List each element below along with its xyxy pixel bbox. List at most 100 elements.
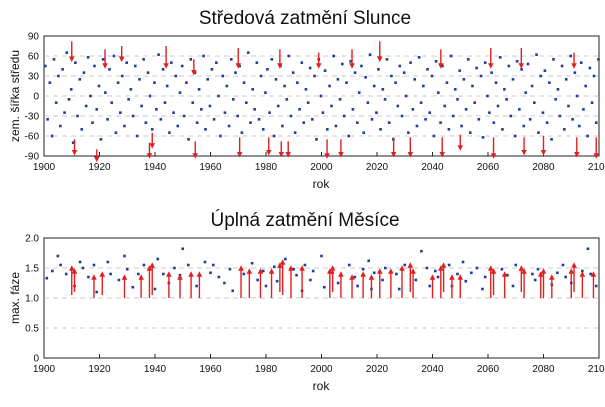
y-tick-labels: 0 0.5 1.0 1.5 2.0 (25, 234, 39, 365)
data-point (475, 66, 478, 70)
x-tick-labels: 1900 1920 1940 1960 1980 2000 2020 2040 2060 2080… (33, 162, 605, 173)
data-point (168, 131, 171, 134)
data-point (402, 71, 406, 74)
data-point (488, 111, 491, 114)
data-point (87, 275, 90, 279)
data-point (227, 124, 231, 128)
data-point (285, 98, 289, 101)
data-point (573, 71, 577, 74)
x-tick-label: 1960 (199, 364, 222, 375)
x-tick-label: 2020 (366, 162, 389, 173)
x-tick-label: 2060 (477, 364, 500, 375)
data-point (221, 74, 225, 78)
data-point (372, 271, 376, 275)
data-point (481, 287, 484, 291)
data-point (182, 114, 186, 118)
data-point (443, 104, 447, 108)
data-point (364, 76, 367, 79)
data-point (481, 136, 485, 139)
data-point (483, 61, 487, 64)
data-point (89, 94, 92, 98)
data-point (456, 272, 459, 276)
data-point (366, 101, 370, 104)
data-point (273, 265, 276, 269)
x-tick-label: 2080 (532, 364, 555, 375)
data-point (372, 84, 376, 88)
data-point (545, 121, 549, 124)
data-point (311, 269, 315, 273)
data-point (223, 111, 227, 114)
data-point (425, 266, 429, 270)
data-point (453, 88, 457, 91)
data-point (505, 98, 508, 101)
data-point (204, 128, 207, 131)
data-point (255, 61, 259, 64)
data-point (554, 98, 558, 101)
data-point (231, 289, 234, 293)
data-point (48, 81, 52, 84)
data-point (61, 68, 64, 71)
data-point (178, 91, 182, 94)
x-tick-label: 1920 (88, 364, 111, 375)
data-point (253, 108, 256, 111)
data-point (78, 78, 82, 81)
data-point (563, 128, 566, 131)
y-tick-label: 0 (33, 92, 39, 103)
data-point (51, 269, 54, 273)
data-point (477, 118, 481, 121)
data-point (308, 66, 312, 70)
data-point (155, 108, 158, 111)
data-point (522, 124, 526, 128)
data-point (293, 131, 297, 134)
data-point (400, 114, 404, 118)
data-point (270, 58, 274, 61)
lunar-eclipse-chart: Úplná zatmění Měsíce 1900 1920 1940 1960 198… (8, 209, 605, 393)
x-tick-label: 1940 (144, 162, 167, 173)
data-point (272, 134, 276, 138)
data-point (268, 111, 271, 114)
data-point (531, 272, 534, 276)
data-point (387, 121, 391, 124)
data-point (351, 108, 355, 111)
data-point (330, 104, 333, 108)
data-point (45, 276, 49, 280)
data-point (101, 58, 105, 61)
data-point (428, 284, 432, 288)
data-point (394, 81, 397, 84)
data-point (146, 71, 150, 74)
y-tick-label: -90 (25, 152, 40, 163)
y-axis-label: max. fáze (8, 272, 22, 324)
data-point (76, 114, 79, 118)
x-tick-label: 2080 (532, 162, 555, 173)
data-point (195, 121, 199, 124)
data-point (187, 138, 190, 141)
data-point (142, 263, 146, 267)
data-point (589, 272, 592, 276)
data-point (153, 81, 156, 84)
data-point (496, 104, 500, 108)
data-point (319, 94, 323, 98)
data-point (367, 259, 370, 263)
data-point (54, 101, 58, 104)
data-point (322, 285, 326, 289)
data-point (415, 124, 419, 128)
data-point (411, 108, 415, 111)
data-point (511, 284, 515, 288)
data-point (452, 114, 455, 118)
data-point (159, 118, 163, 121)
data-point (127, 98, 130, 101)
data-point (424, 118, 427, 121)
data-point (560, 64, 564, 68)
data-point (208, 104, 212, 108)
data-point (135, 134, 139, 138)
data-point (503, 88, 506, 91)
data-point (249, 121, 252, 124)
data-point (445, 81, 449, 84)
data-point (106, 260, 110, 264)
data-point (571, 118, 574, 121)
data-point (426, 68, 429, 71)
data-point (44, 64, 47, 68)
